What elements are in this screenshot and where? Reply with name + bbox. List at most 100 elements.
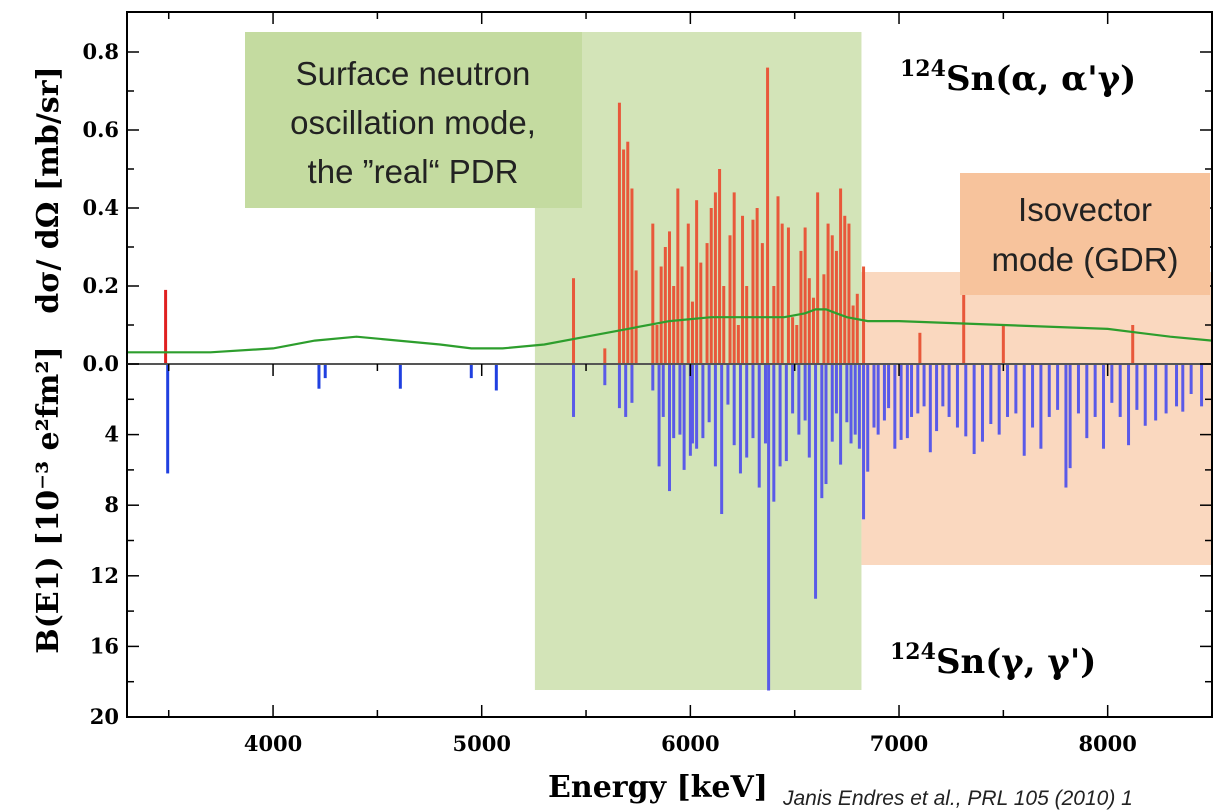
upper-bar	[630, 188, 634, 364]
lower-bar	[972, 364, 976, 455]
upper-bar	[862, 266, 866, 364]
upper-bar	[722, 286, 726, 364]
lower-bar	[713, 364, 717, 467]
lower-bar	[791, 364, 795, 414]
lower-bar	[763, 364, 767, 444]
upper-bar	[751, 219, 755, 364]
upper-bar	[962, 286, 966, 364]
lower-bar	[720, 364, 724, 515]
lower-bar	[899, 364, 903, 440]
lower-bar	[1068, 364, 1072, 469]
lower-bar	[688, 364, 692, 456]
lower-bar	[824, 364, 828, 485]
upper-bar	[728, 235, 732, 364]
lower-bar	[469, 364, 473, 379]
upper-bar	[855, 293, 859, 364]
lower-panel-bars	[166, 364, 1204, 691]
lower-bar	[726, 364, 730, 405]
upper-bar	[617, 102, 621, 364]
shaded-region	[534, 32, 862, 690]
upper-bar	[695, 200, 699, 364]
lower-bar	[872, 364, 876, 428]
lower-reaction-text: Sn(γ, γ')	[936, 642, 1096, 682]
lower-bar	[690, 364, 694, 444]
upper-bar	[672, 286, 676, 364]
lower-bar	[772, 364, 776, 502]
lower-bar	[1164, 364, 1168, 414]
upper-bar	[651, 223, 655, 364]
lower-bar	[1143, 364, 1147, 426]
upper-bar	[918, 332, 922, 364]
lower-bar	[845, 364, 849, 423]
y-axis-title-lower: B(E1) [10⁻³ e²fm²]	[31, 346, 66, 654]
lower-bar	[910, 364, 914, 417]
y-tick-label-lower: 16	[90, 633, 119, 658]
upper-bar	[572, 278, 576, 364]
x-tick-label: 8000	[1078, 731, 1136, 756]
lower-bar	[964, 364, 968, 437]
lower-bar	[928, 364, 932, 453]
upper-bar	[668, 231, 671, 364]
upper-bar	[1131, 325, 1135, 364]
lower-bar	[1189, 364, 1193, 395]
smoothed-curve-line	[127, 308, 1213, 354]
upper-bar	[699, 262, 703, 364]
upper-reaction-label: 124Sn(α, α'γ)	[900, 56, 1136, 99]
lower-bar	[1110, 364, 1114, 403]
upper-bar	[626, 141, 630, 364]
lower-bar	[922, 364, 926, 407]
upper-bar	[822, 274, 826, 364]
upper-bar	[780, 223, 784, 364]
lower-bar	[807, 364, 811, 458]
pdr-annotation-line-1: Surface neutron	[296, 55, 531, 92]
lower-bar	[797, 364, 801, 435]
pdr-annotation-line-3: the ”real“ PDR	[308, 153, 519, 190]
lower-bar	[757, 364, 761, 488]
lower-bar	[630, 364, 634, 403]
lower-reaction-label: 124Sn(γ, γ')	[890, 639, 1096, 682]
y-tick-label-lower: 8	[104, 492, 119, 517]
lower-bar	[1200, 364, 1204, 407]
shaded-region	[861, 272, 1212, 565]
upper-bar	[709, 208, 713, 364]
x-axis-title: Energy [keV]	[548, 770, 768, 805]
lower-bar	[617, 364, 621, 409]
lower-bar	[980, 364, 984, 442]
lower-bar	[1064, 364, 1068, 488]
upper-bar	[686, 223, 690, 364]
upper-bar	[713, 192, 717, 364]
lower-bar	[839, 364, 843, 465]
upper-reaction-mass: 124	[900, 56, 946, 82]
lower-bar	[1127, 364, 1131, 446]
x-tick-label: 5000	[452, 731, 510, 756]
lower-bar	[834, 364, 838, 414]
upper-bar	[741, 215, 745, 364]
pdr-annotation: Surface neutron oscillation mode, the ”r…	[245, 32, 582, 208]
lower-bar	[1039, 364, 1043, 449]
upper-bar	[603, 348, 607, 364]
lower-bar	[707, 364, 711, 423]
lower-bar	[862, 364, 866, 520]
lower-bar	[989, 364, 993, 425]
lower-bar	[830, 364, 834, 442]
lower-bar	[678, 364, 682, 435]
upper-bar	[663, 247, 667, 364]
upper-bar	[655, 325, 659, 364]
lower-bar	[1181, 364, 1185, 412]
lower-bar	[767, 364, 771, 691]
lower-bar	[738, 364, 742, 474]
lower-bar	[1118, 364, 1122, 417]
upper-bar	[1001, 325, 1005, 364]
upper-bar	[807, 278, 811, 364]
y-tick-label-upper: 0.2	[82, 273, 119, 298]
lower-bar	[317, 364, 321, 389]
lower-bar	[784, 364, 788, 462]
upper-bar	[826, 223, 830, 364]
upper-bar	[634, 270, 638, 364]
lower-bar	[1154, 364, 1158, 421]
gdr-annotation-line-2: mode (GDR)	[991, 241, 1178, 278]
lower-bar	[947, 364, 951, 417]
upper-bar	[791, 317, 795, 364]
upper-bar	[795, 325, 799, 364]
lower-bar	[672, 364, 676, 439]
